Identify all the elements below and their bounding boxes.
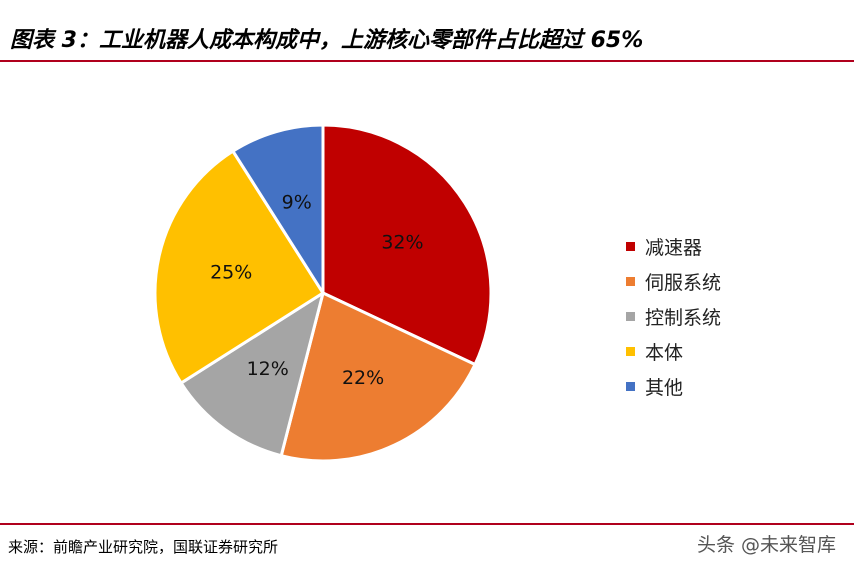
pie-slice <box>279 291 477 463</box>
legend-label: 减速器 <box>645 237 703 259</box>
bottom-divider <box>0 523 854 525</box>
top-divider <box>0 60 854 62</box>
pie-slice <box>321 123 493 367</box>
legend-swatch <box>626 312 635 321</box>
pie-slice <box>179 291 325 458</box>
pie-slice <box>231 123 325 295</box>
slice-data-label: 22% <box>342 367 384 389</box>
legend-item: 本体 <box>626 334 721 369</box>
legend-item: 其他 <box>626 369 721 404</box>
legend-label: 本体 <box>645 342 684 364</box>
pie-chart: 32% 22% 12% 25% 9% <box>153 123 493 463</box>
chart-legend: 减速器伺服系统控制系统本体其他 <box>626 229 721 404</box>
slice-data-label: 25% <box>210 261 252 283</box>
figure-title: 图表 3：工业机器人成本构成中，上游核心零部件占比超过 65% <box>10 28 644 53</box>
legend-item: 伺服系统 <box>626 264 721 299</box>
legend-label: 伺服系统 <box>645 272 722 294</box>
legend-swatch <box>626 382 635 391</box>
legend-label: 其他 <box>645 377 684 399</box>
source-note: 来源：前瞻产业研究院，国联证券研究所 <box>8 538 279 556</box>
legend-swatch <box>626 242 635 251</box>
slice-data-label: 32% <box>381 232 423 254</box>
legend-item: 控制系统 <box>626 299 721 334</box>
slice-data-label: 9% <box>282 192 312 214</box>
legend-swatch <box>626 277 635 286</box>
pie-slice <box>153 149 325 385</box>
slice-data-label: 12% <box>247 358 289 380</box>
chart-area: 32% 22% 12% 25% 9% <box>0 62 854 522</box>
legend-label: 控制系统 <box>645 307 722 329</box>
title-bar: 图表 3：工业机器人成本构成中，上游核心零部件占比超过 65% <box>0 0 854 62</box>
legend-swatch <box>626 347 635 356</box>
legend-item: 减速器 <box>626 229 721 264</box>
watermark: 头条 @未来智库 <box>696 534 836 556</box>
